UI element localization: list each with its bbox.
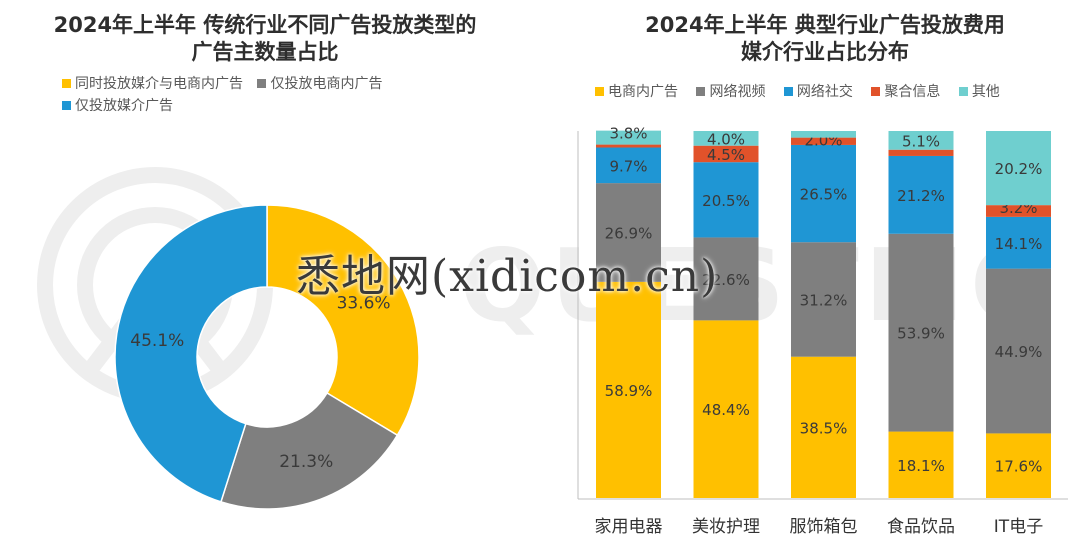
x-tick-label-0: 家用电器	[595, 517, 663, 537]
bar-segment-0-2	[596, 147, 661, 184]
bar-segment-3-0	[888, 431, 954, 498]
x-tick-label-3: 食品饮品	[887, 517, 955, 537]
bar-segment-0-3	[596, 144, 661, 148]
bar-segment-2-4	[791, 131, 856, 138]
x-tick-label-2: 服饰箱包	[790, 517, 858, 537]
bar-value-label-4-2: 14.1%	[995, 235, 1043, 253]
legend-label-aggregated-info: 聚合信息	[884, 84, 941, 100]
bar-value-label-3-1: 53.9%	[897, 325, 945, 343]
legend-label-media-only: 仅投放媒介广告	[75, 98, 173, 114]
bar-segment-2-2	[791, 144, 856, 243]
legend-swatch-online-social	[783, 86, 793, 96]
donut-slice-label-1: 21.3%	[279, 452, 333, 472]
bar-value-label-0-4: 3.8%	[609, 125, 647, 143]
bar-segment-0-1	[596, 183, 661, 282]
legend-item-aggregated-info: 聚合信息	[871, 80, 940, 102]
legend-label-ecommerce-only: 仅投放电商内广告	[270, 76, 383, 92]
x-tick-label-1: 美妆护理	[692, 517, 760, 537]
bar-title-line-1: 2024年上半年 典型行业广告投放费用	[645, 13, 1005, 37]
bar-segment-3-3	[888, 149, 954, 156]
bar-segment-2-1	[791, 242, 856, 357]
legend-swatch-both	[62, 78, 71, 88]
legend-swatch-ecommerce-only	[257, 78, 267, 88]
legend-label-ecommerce-ads: 电商内广告	[608, 84, 678, 100]
legend-swatch-media-only	[62, 100, 71, 110]
bar-value-label-0-0: 58.9%	[605, 382, 653, 400]
bar-value-label-3-0: 18.1%	[897, 457, 945, 475]
legend-swatch-other	[958, 86, 968, 96]
legend-label-online-social: 网络社交	[796, 84, 853, 100]
bar-segment-4-2	[986, 216, 1051, 269]
donut-slice-2	[114, 204, 268, 503]
bar-segment-2-3	[791, 137, 856, 145]
bar-chart-title: 2024年上半年 典型行业广告投放费用 媒介行业占比分布	[585, 12, 1065, 66]
bar-value-label-4-4: 20.2%	[995, 160, 1043, 178]
bar-value-label-3-4: 5.1%	[902, 132, 940, 150]
bar-segment-2-0	[791, 356, 856, 498]
legend-swatch-aggregated-info	[871, 86, 881, 96]
bar-value-label-1-0: 48.4%	[702, 401, 750, 419]
bar-title-line-2: 媒介行业占比分布	[741, 40, 909, 64]
bar-segment-0-0	[596, 281, 661, 498]
bar-segment-1-4	[693, 131, 759, 146]
legend-item-both: 同时投放媒介与电商内广告	[62, 72, 243, 94]
legend-item-online-video: 网络视频	[696, 80, 765, 102]
legend-label-other: 其他	[971, 84, 1000, 100]
legend-label-both: 同时投放媒介与电商内广告	[75, 76, 243, 92]
bar-segment-1-1	[693, 237, 759, 321]
legend-item-ecommerce-ads: 电商内广告	[595, 80, 678, 102]
legend-item-media-only: 仅投放媒介广告	[62, 94, 173, 116]
bar-value-label-4-0: 17.6%	[995, 458, 1043, 476]
bar-segment-4-1	[986, 268, 1051, 434]
bar-legend: 电商内广告 网络视频 网络社交 聚合信息 其他	[595, 80, 1075, 102]
donut-legend: 同时投放媒介与电商内广告 仅投放电商内广告 仅投放媒介广告	[62, 72, 482, 116]
bar-segment-4-3	[986, 205, 1051, 217]
bar-value-label-1-4: 4.0%	[707, 130, 745, 148]
bar-value-label-1-1: 22.6%	[702, 271, 750, 289]
donut-title-line-2: 广告主数量占比	[191, 40, 339, 64]
bar-value-label-2-0: 38.5%	[800, 419, 848, 437]
bar-value-label-3-2: 21.2%	[897, 187, 945, 205]
bar-value-label-0-2: 9.7%	[609, 157, 647, 175]
bar-segment-4-4	[986, 131, 1051, 206]
bar-segment-1-0	[693, 320, 759, 498]
bar-value-label-4-1: 44.9%	[995, 343, 1043, 361]
bar-segment-1-2	[693, 162, 759, 238]
bar-value-label-1-2: 20.5%	[702, 192, 750, 210]
legend-item-ecommerce-only: 仅投放电商内广告	[257, 72, 382, 94]
bar-segment-4-0	[986, 433, 1051, 498]
bar-value-label-0-1: 26.9%	[605, 224, 653, 242]
x-tick-label-4: IT电子	[994, 517, 1043, 537]
legend-item-online-social: 网络社交	[783, 80, 853, 102]
donut-slice-label-2: 45.1%	[130, 331, 184, 351]
bar-value-label-1-3: 4.5%	[707, 146, 745, 164]
donut-slice-1	[219, 391, 399, 510]
bar-value-label-2-2: 26.5%	[800, 186, 848, 204]
legend-swatch-ecommerce-ads	[595, 86, 604, 96]
bar-segment-3-1	[888, 233, 954, 432]
legend-item-other: 其他	[958, 80, 1000, 102]
donut-title-line-1: 2024年上半年 传统行业不同广告投放类型的	[53, 13, 477, 37]
bar-segment-1-3	[693, 145, 759, 163]
bar-segment-0-4	[596, 130, 661, 145]
legend-label-online-video: 网络视频	[709, 84, 766, 100]
bar-segment-3-2	[888, 155, 954, 234]
donut-chart-title: 2024年上半年 传统行业不同广告投放类型的 广告主数量占比	[20, 12, 510, 66]
legend-swatch-online-video	[696, 86, 706, 96]
donut-slice-0	[266, 204, 420, 437]
donut-slice-label-0: 33.6%	[337, 293, 391, 313]
bar-segment-3-4	[888, 131, 954, 150]
bar-value-label-2-1: 31.2%	[800, 291, 848, 309]
